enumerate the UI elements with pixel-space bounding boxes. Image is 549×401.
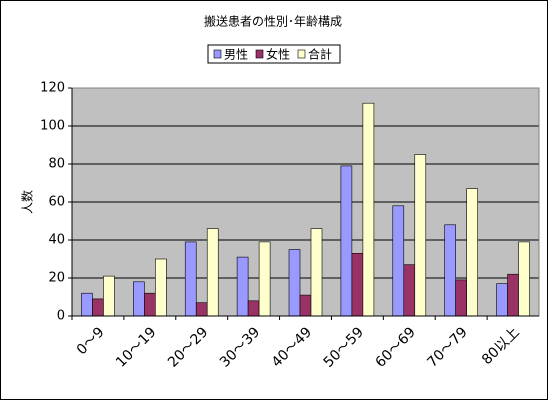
- bar: [92, 298, 104, 317]
- bar: [195, 302, 208, 317]
- bar: [392, 205, 405, 317]
- y-tick-label: 100: [40, 119, 65, 134]
- bar: [466, 188, 478, 317]
- y-tick-label: 120: [40, 81, 65, 96]
- legend-swatch: [213, 49, 222, 59]
- legend-box: [207, 44, 341, 64]
- legend-label: 男性: [224, 48, 248, 62]
- y-axis-label: 人数: [20, 190, 35, 214]
- bar: [414, 154, 427, 317]
- y-tick-label: 80: [48, 157, 65, 172]
- bar: [103, 275, 115, 317]
- bar: [299, 294, 312, 317]
- legend-label: 合計: [308, 47, 332, 62]
- y-tick-label: 0: [57, 309, 65, 324]
- bar: [184, 241, 197, 317]
- y-tick-label: 20: [48, 271, 65, 286]
- bar: [403, 264, 416, 317]
- bar: [247, 300, 260, 317]
- bar: [340, 165, 353, 317]
- bar: [155, 258, 167, 317]
- bar: [133, 281, 145, 317]
- y-tick-label: 60: [48, 195, 65, 210]
- bar: [236, 256, 249, 317]
- bar: [496, 283, 508, 317]
- bar: [81, 292, 93, 317]
- bar: [206, 228, 219, 317]
- bar: [288, 249, 301, 317]
- legend-label: 女性: [266, 47, 290, 62]
- legend-swatch: [297, 49, 306, 59]
- bar: [351, 253, 364, 317]
- bar: [144, 292, 156, 317]
- bar: [258, 241, 271, 317]
- bar: [507, 273, 519, 317]
- bar: [444, 224, 456, 317]
- bar: [310, 228, 323, 317]
- chart-title: 搬送患者の性別･年齢構成: [204, 14, 342, 29]
- bar: [362, 102, 375, 317]
- legend-swatch: [255, 49, 264, 59]
- bar: [455, 279, 467, 317]
- y-tick-label: 40: [48, 233, 65, 248]
- bar: [518, 241, 530, 317]
